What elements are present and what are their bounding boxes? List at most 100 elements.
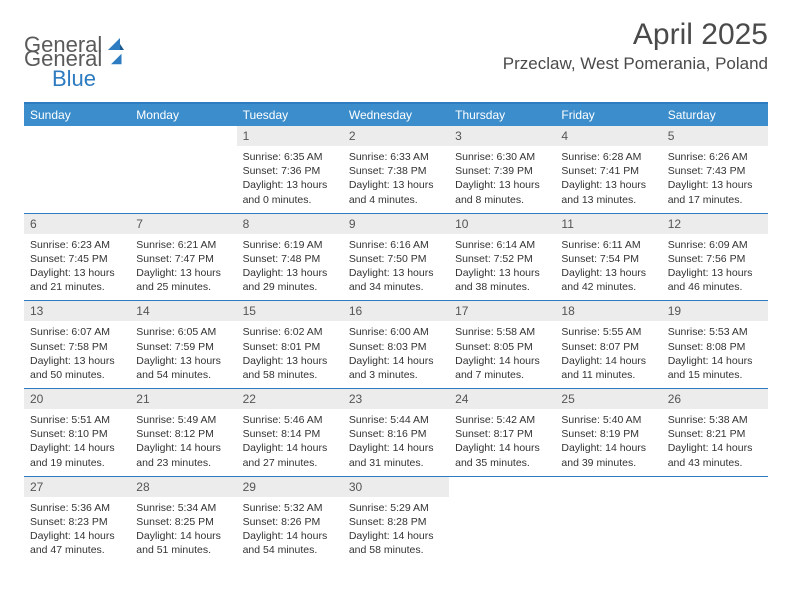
sunset-text: Sunset: 8:07 PM — [561, 340, 655, 354]
day-number: 5 — [662, 126, 768, 146]
calendar-grid: SundayMondayTuesdayWednesdayThursdayFrid… — [24, 102, 768, 563]
sunset-text: Sunset: 8:05 PM — [455, 340, 549, 354]
daylight-text: Daylight: 13 hours and 13 minutes. — [561, 178, 655, 206]
daylight-text: Daylight: 14 hours and 31 minutes. — [349, 441, 443, 469]
dow-cell: Wednesday — [343, 104, 449, 126]
dow-cell: Tuesday — [237, 104, 343, 126]
sunset-text: Sunset: 7:59 PM — [136, 340, 230, 354]
sunrise-text: Sunrise: 6:14 AM — [455, 238, 549, 252]
dow-cell: Sunday — [24, 104, 130, 126]
day-body: Sunrise: 5:53 AMSunset: 8:08 PMDaylight:… — [662, 321, 768, 388]
day-number: 18 — [555, 301, 661, 321]
day-number: 28 — [130, 477, 236, 497]
day-cell: 30Sunrise: 5:29 AMSunset: 8:28 PMDayligh… — [343, 477, 449, 564]
day-cell: 17Sunrise: 5:58 AMSunset: 8:05 PMDayligh… — [449, 301, 555, 388]
sunrise-text: Sunrise: 6:35 AM — [243, 150, 337, 164]
sunset-text: Sunset: 7:45 PM — [30, 252, 124, 266]
day-body: Sunrise: 6:26 AMSunset: 7:43 PMDaylight:… — [662, 146, 768, 213]
sunset-text: Sunset: 8:10 PM — [30, 427, 124, 441]
day-number: 7 — [130, 214, 236, 234]
day-body: Sunrise: 5:40 AMSunset: 8:19 PMDaylight:… — [555, 409, 661, 476]
day-body: Sunrise: 5:51 AMSunset: 8:10 PMDaylight:… — [24, 409, 130, 476]
sunrise-text: Sunrise: 5:34 AM — [136, 501, 230, 515]
sunrise-text: Sunrise: 5:55 AM — [561, 325, 655, 339]
sunset-text: Sunset: 8:17 PM — [455, 427, 549, 441]
day-body: Sunrise: 5:34 AMSunset: 8:25 PMDaylight:… — [130, 497, 236, 564]
day-body: Sunrise: 6:07 AMSunset: 7:58 PMDaylight:… — [24, 321, 130, 388]
day-number: 24 — [449, 389, 555, 409]
daylight-text: Daylight: 13 hours and 42 minutes. — [561, 266, 655, 294]
week-row: 27Sunrise: 5:36 AMSunset: 8:23 PMDayligh… — [24, 476, 768, 564]
daylight-text: Daylight: 14 hours and 27 minutes. — [243, 441, 337, 469]
sunset-text: Sunset: 7:39 PM — [455, 164, 549, 178]
day-of-week-header: SundayMondayTuesdayWednesdayThursdayFrid… — [24, 104, 768, 126]
sunrise-text: Sunrise: 5:40 AM — [561, 413, 655, 427]
day-body: Sunrise: 6:02 AMSunset: 8:01 PMDaylight:… — [237, 321, 343, 388]
day-cell: 22Sunrise: 5:46 AMSunset: 8:14 PMDayligh… — [237, 389, 343, 476]
day-body: Sunrise: 6:33 AMSunset: 7:38 PMDaylight:… — [343, 146, 449, 213]
sunset-text: Sunset: 7:38 PM — [349, 164, 443, 178]
day-cell: 2Sunrise: 6:33 AMSunset: 7:38 PMDaylight… — [343, 126, 449, 213]
sunset-text: Sunset: 8:01 PM — [243, 340, 337, 354]
sunrise-text: Sunrise: 6:23 AM — [30, 238, 124, 252]
daylight-text: Daylight: 14 hours and 3 minutes. — [349, 354, 443, 382]
week-row: 13Sunrise: 6:07 AMSunset: 7:58 PMDayligh… — [24, 300, 768, 388]
day-body: Sunrise: 5:36 AMSunset: 8:23 PMDaylight:… — [24, 497, 130, 564]
day-number: 10 — [449, 214, 555, 234]
weeks-container: 1Sunrise: 6:35 AMSunset: 7:36 PMDaylight… — [24, 126, 768, 563]
daylight-text: Daylight: 13 hours and 21 minutes. — [30, 266, 124, 294]
daylight-text: Daylight: 13 hours and 54 minutes. — [136, 354, 230, 382]
day-cell: 3Sunrise: 6:30 AMSunset: 7:39 PMDaylight… — [449, 126, 555, 213]
daylight-text: Daylight: 13 hours and 8 minutes. — [455, 178, 549, 206]
day-cell: 14Sunrise: 6:05 AMSunset: 7:59 PMDayligh… — [130, 301, 236, 388]
daylight-text: Daylight: 14 hours and 54 minutes. — [243, 529, 337, 557]
daylight-text: Daylight: 13 hours and 0 minutes. — [243, 178, 337, 206]
sunrise-text: Sunrise: 5:53 AM — [668, 325, 762, 339]
day-number: 21 — [130, 389, 236, 409]
day-number: 16 — [343, 301, 449, 321]
day-body: Sunrise: 5:55 AMSunset: 8:07 PMDaylight:… — [555, 321, 661, 388]
day-body: Sunrise: 5:58 AMSunset: 8:05 PMDaylight:… — [449, 321, 555, 388]
sunrise-text: Sunrise: 5:58 AM — [455, 325, 549, 339]
day-cell: 8Sunrise: 6:19 AMSunset: 7:48 PMDaylight… — [237, 214, 343, 301]
day-cell: 18Sunrise: 5:55 AMSunset: 8:07 PMDayligh… — [555, 301, 661, 388]
sunrise-text: Sunrise: 6:30 AM — [455, 150, 549, 164]
day-cell: 9Sunrise: 6:16 AMSunset: 7:50 PMDaylight… — [343, 214, 449, 301]
logo-sail-icon2 — [109, 52, 127, 71]
sunset-text: Sunset: 7:54 PM — [561, 252, 655, 266]
logo-text-blue: Blue — [52, 66, 96, 91]
dow-cell: Monday — [130, 104, 236, 126]
day-cell: 29Sunrise: 5:32 AMSunset: 8:26 PMDayligh… — [237, 477, 343, 564]
day-cell — [24, 126, 130, 213]
calendar-page: General April 2025 Przeclaw, West Pomera… — [0, 0, 792, 563]
day-body: Sunrise: 6:23 AMSunset: 7:45 PMDaylight:… — [24, 234, 130, 301]
day-cell: 25Sunrise: 5:40 AMSunset: 8:19 PMDayligh… — [555, 389, 661, 476]
sunset-text: Sunset: 7:52 PM — [455, 252, 549, 266]
day-body: Sunrise: 5:46 AMSunset: 8:14 PMDaylight:… — [237, 409, 343, 476]
month-title: April 2025 — [503, 18, 768, 52]
day-cell: 26Sunrise: 5:38 AMSunset: 8:21 PMDayligh… — [662, 389, 768, 476]
day-cell: 4Sunrise: 6:28 AMSunset: 7:41 PMDaylight… — [555, 126, 661, 213]
sunset-text: Sunset: 7:48 PM — [243, 252, 337, 266]
day-body: Sunrise: 5:29 AMSunset: 8:28 PMDaylight:… — [343, 497, 449, 564]
day-cell: 19Sunrise: 5:53 AMSunset: 8:08 PMDayligh… — [662, 301, 768, 388]
sunrise-text: Sunrise: 5:44 AM — [349, 413, 443, 427]
sunset-text: Sunset: 7:47 PM — [136, 252, 230, 266]
day-body: Sunrise: 6:35 AMSunset: 7:36 PMDaylight:… — [237, 146, 343, 213]
day-body: Sunrise: 5:38 AMSunset: 8:21 PMDaylight:… — [662, 409, 768, 476]
sunrise-text: Sunrise: 6:21 AM — [136, 238, 230, 252]
day-number: 19 — [662, 301, 768, 321]
sunrise-text: Sunrise: 6:26 AM — [668, 150, 762, 164]
daylight-text: Daylight: 14 hours and 43 minutes. — [668, 441, 762, 469]
day-number: 1 — [237, 126, 343, 146]
sunset-text: Sunset: 8:08 PM — [668, 340, 762, 354]
sunset-text: Sunset: 7:50 PM — [349, 252, 443, 266]
sunset-text: Sunset: 8:16 PM — [349, 427, 443, 441]
sunrise-text: Sunrise: 5:38 AM — [668, 413, 762, 427]
sunset-text: Sunset: 8:25 PM — [136, 515, 230, 529]
sunrise-text: Sunrise: 6:33 AM — [349, 150, 443, 164]
daylight-text: Daylight: 13 hours and 46 minutes. — [668, 266, 762, 294]
day-cell: 15Sunrise: 6:02 AMSunset: 8:01 PMDayligh… — [237, 301, 343, 388]
day-number: 17 — [449, 301, 555, 321]
day-body: Sunrise: 5:32 AMSunset: 8:26 PMDaylight:… — [237, 497, 343, 564]
